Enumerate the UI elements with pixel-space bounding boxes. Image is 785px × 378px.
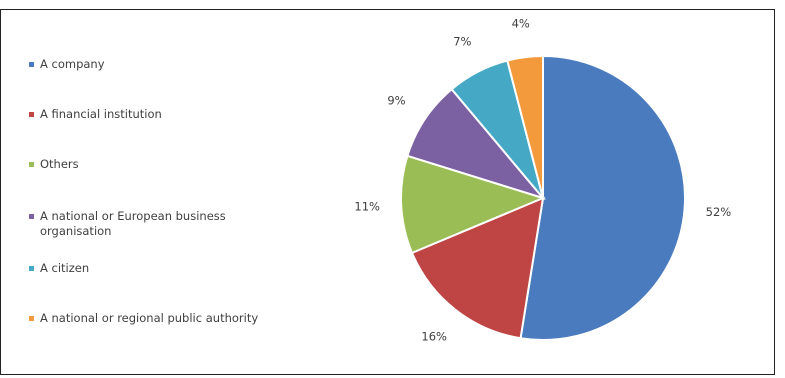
legend-swatch [29, 316, 34, 321]
pie-value-label: 52% [706, 205, 732, 219]
pie-value-label: 4% [512, 16, 530, 30]
legend-label: A national or regional public authority [40, 311, 259, 325]
pie-value-label: 7% [453, 35, 471, 49]
pie-value-label: 9% [387, 94, 405, 108]
legend-item-company: A company [29, 57, 260, 72]
chart-frame: A company A financial institution Others… [0, 9, 775, 375]
legend-label: A company [40, 57, 105, 71]
legend-swatch [29, 162, 34, 167]
legend-swatch [29, 112, 34, 117]
legend-label: Others [40, 157, 79, 171]
legend-item-citizen: A citizen [29, 261, 260, 276]
slice-company [519, 54, 686, 341]
legend-swatch [29, 266, 34, 271]
legend-label: A national or European business organisa… [40, 209, 226, 238]
legend-swatch [29, 62, 34, 67]
legend-item-business-organisation: A national or European business organisa… [29, 209, 230, 239]
pie-value-label: 11% [354, 199, 380, 213]
slice-financial-institution [410, 196, 545, 340]
pie-slices [400, 54, 686, 341]
pie-value-label: 16% [421, 329, 447, 343]
legend-swatch [29, 214, 34, 219]
pie-value-labels: 52% 16% 11% 9% 7% 4% [354, 16, 731, 343]
legend-label: A citizen [40, 261, 90, 275]
legend-item-others: Others [29, 157, 260, 172]
legend-label: A financial institution [40, 107, 162, 121]
slice-business-organisation [406, 87, 546, 200]
slice-others [400, 154, 546, 255]
legend-item-financial-institution: A financial institution [29, 107, 260, 122]
slice-public-authority [506, 54, 544, 199]
legend-item-public-authority: A national or regional public authority [29, 311, 260, 326]
pie-chart: 52% 16% 11% 9% 7% 4% [354, 16, 731, 343]
